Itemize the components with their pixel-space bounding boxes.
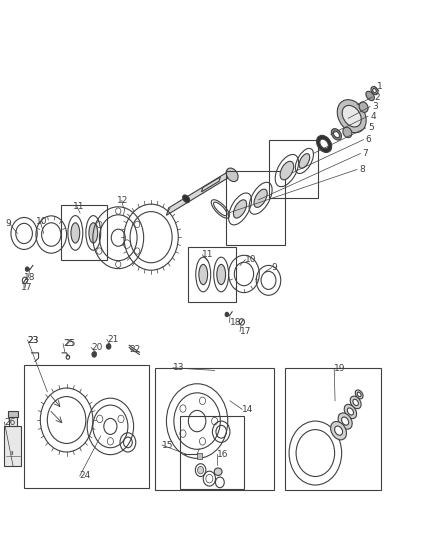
Text: 17: 17 <box>21 284 32 292</box>
Bar <box>285 368 381 490</box>
Ellipse shape <box>337 100 366 133</box>
Ellipse shape <box>357 392 361 397</box>
Ellipse shape <box>217 264 226 285</box>
Circle shape <box>106 344 111 349</box>
Text: 13: 13 <box>173 364 184 372</box>
Text: 10: 10 <box>245 255 257 264</box>
Text: 25: 25 <box>65 340 76 348</box>
Ellipse shape <box>350 396 361 409</box>
Bar <box>197 453 202 459</box>
Text: 12: 12 <box>117 196 129 205</box>
Text: 21: 21 <box>107 335 118 344</box>
Bar <box>188 247 236 302</box>
Text: 7: 7 <box>363 149 368 158</box>
Ellipse shape <box>371 86 378 95</box>
Text: 4: 4 <box>370 112 376 120</box>
Text: 5: 5 <box>368 124 374 132</box>
Ellipse shape <box>183 195 190 203</box>
Text: 22: 22 <box>130 345 141 353</box>
Bar <box>269 140 318 198</box>
Circle shape <box>25 267 29 271</box>
Bar <box>61 205 107 260</box>
Ellipse shape <box>214 202 227 216</box>
Ellipse shape <box>353 399 358 406</box>
Ellipse shape <box>342 417 349 425</box>
Text: 15: 15 <box>162 441 173 449</box>
Text: 2: 2 <box>374 93 380 101</box>
Ellipse shape <box>335 426 343 435</box>
Ellipse shape <box>317 135 332 152</box>
Text: 19: 19 <box>334 365 346 373</box>
Circle shape <box>198 466 204 474</box>
Ellipse shape <box>338 413 352 429</box>
Text: 8: 8 <box>359 165 365 174</box>
Text: 17: 17 <box>240 327 251 336</box>
Text: II: II <box>11 450 14 456</box>
Text: 16: 16 <box>217 450 228 458</box>
Ellipse shape <box>373 88 376 93</box>
Ellipse shape <box>342 106 361 127</box>
Ellipse shape <box>199 264 208 285</box>
Ellipse shape <box>280 161 294 180</box>
Text: 25: 25 <box>63 340 74 348</box>
Text: 23: 23 <box>28 336 39 344</box>
Ellipse shape <box>333 131 339 138</box>
Ellipse shape <box>343 127 352 138</box>
Bar <box>155 368 274 490</box>
Text: 24: 24 <box>80 472 91 480</box>
Bar <box>9 417 17 426</box>
Text: 9: 9 <box>5 220 11 228</box>
Ellipse shape <box>226 168 238 182</box>
Text: 18: 18 <box>24 273 35 281</box>
Bar <box>226 171 285 245</box>
Ellipse shape <box>299 154 310 168</box>
Polygon shape <box>166 171 230 215</box>
Ellipse shape <box>254 189 267 207</box>
Ellipse shape <box>359 102 368 112</box>
Ellipse shape <box>214 468 222 475</box>
Text: 23: 23 <box>28 336 39 344</box>
Text: 26: 26 <box>4 418 16 426</box>
Text: 11: 11 <box>73 203 84 211</box>
Ellipse shape <box>347 408 353 415</box>
Ellipse shape <box>71 223 80 243</box>
Text: 9: 9 <box>272 263 277 272</box>
Bar <box>180 416 244 489</box>
Text: 10: 10 <box>36 217 47 226</box>
Text: 3: 3 <box>372 102 378 111</box>
Text: 14: 14 <box>242 405 254 414</box>
Ellipse shape <box>331 422 346 440</box>
Bar <box>24 365 149 488</box>
Text: 18: 18 <box>230 318 241 327</box>
Text: 6: 6 <box>366 135 371 144</box>
Circle shape <box>225 312 229 317</box>
Circle shape <box>92 352 96 357</box>
Ellipse shape <box>366 91 374 101</box>
Bar <box>8 411 18 417</box>
Ellipse shape <box>355 390 363 399</box>
Ellipse shape <box>89 223 98 243</box>
Text: 1: 1 <box>377 82 382 91</box>
Bar <box>4 426 21 466</box>
Text: 20: 20 <box>91 343 102 352</box>
Ellipse shape <box>344 405 357 418</box>
Ellipse shape <box>331 128 342 140</box>
Polygon shape <box>201 177 220 192</box>
Text: 11: 11 <box>202 251 214 259</box>
Ellipse shape <box>320 139 328 149</box>
Ellipse shape <box>233 200 247 218</box>
